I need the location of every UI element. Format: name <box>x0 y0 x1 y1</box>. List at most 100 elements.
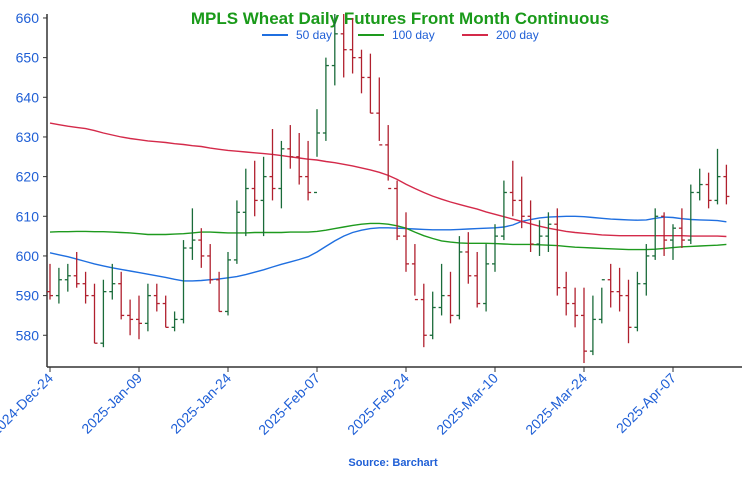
ohlc-bar <box>563 271 570 316</box>
ohlc-bar <box>714 148 721 205</box>
plot-area <box>46 14 742 368</box>
ohlc-bar <box>171 311 178 332</box>
y-tick-label: 600 <box>16 248 40 264</box>
ohlc-bar <box>474 251 481 308</box>
chart-source: Source: Barchart <box>348 457 438 469</box>
ohlc-bar <box>216 271 223 313</box>
ohlc-bar <box>242 168 249 237</box>
y-tick-label: 580 <box>16 327 40 343</box>
ohlc-bar <box>269 129 276 201</box>
x-tick-label: 2025-Jan-09 <box>78 370 145 437</box>
ohlc-bar <box>109 263 116 300</box>
chart-title: MPLS Wheat Daily Futures Front Month Con… <box>191 9 609 28</box>
y-tick-label: 650 <box>16 50 40 66</box>
ohlc-bar <box>678 208 685 249</box>
ohlc-bar <box>509 160 516 217</box>
ohlc-bar <box>367 53 374 114</box>
ohlc-bar <box>305 140 312 201</box>
ohlc-bar <box>581 287 587 364</box>
ohlc-bar <box>180 240 187 324</box>
y-tick-label: 640 <box>16 89 40 105</box>
ohlc-bar <box>331 14 338 86</box>
ohlc-bar <box>696 168 703 201</box>
ma-line-100-day <box>49 222 727 251</box>
ohlc-bar <box>403 212 409 272</box>
ma-line-50-day <box>49 215 727 282</box>
ohlc-bar <box>518 176 525 229</box>
ohlc-bar <box>394 180 401 241</box>
x-axis: 2024-Dec-24 2025-Jan-09 2025-Jan-24 2025-Fe… <box>0 367 679 438</box>
ohlc-bar <box>144 283 151 332</box>
ohlc-bar <box>670 224 676 260</box>
x-tick-label: 2025-Feb-07 <box>255 370 323 438</box>
ohlc-bar <box>260 156 267 237</box>
y-tick-label: 590 <box>16 288 40 304</box>
x-tick-label: 2025-Mar-10 <box>433 370 501 438</box>
ohlc-bar <box>153 283 160 312</box>
ohlc-bar <box>136 295 142 340</box>
ohlc-bar <box>225 251 231 316</box>
x-tick-label: 2024-Dec-24 <box>0 370 56 439</box>
ohlc-bar <box>456 236 463 320</box>
ohlc-bar <box>420 283 427 348</box>
ohlc-bar <box>251 160 258 217</box>
ohlc-bars <box>47 14 730 364</box>
ohlc-bar <box>527 200 534 252</box>
x-tick-label: 2025-Jan-24 <box>167 370 234 437</box>
ohlc-bar <box>47 263 53 300</box>
ohlc-bar <box>198 228 205 268</box>
ohlc-bar <box>634 271 641 332</box>
y-tick-label: 610 <box>16 208 40 224</box>
chart-legend: 50 day 100 day 200 day <box>262 28 539 42</box>
ohlc-bar <box>572 287 579 328</box>
ohlc-bar <box>483 244 490 312</box>
ohlc-bar <box>376 77 383 146</box>
y-tick-label: 660 <box>16 10 40 26</box>
ohlc-bar <box>296 132 303 185</box>
ohlc-bar <box>589 295 596 356</box>
ohlc-bar <box>278 140 285 209</box>
ohlc-bar <box>447 271 454 324</box>
ohlc-bar <box>438 263 445 316</box>
ohlc-bar <box>723 164 730 205</box>
y-tick-label: 620 <box>16 169 40 185</box>
ohlc-bar <box>64 263 71 292</box>
ohlc-bar <box>73 251 80 288</box>
ohlc-bar <box>616 267 623 312</box>
ohlc-bar <box>340 14 347 78</box>
ohlc-bar <box>127 299 134 336</box>
y-tick-label: 630 <box>16 129 40 145</box>
legend-label: 100 day <box>392 28 435 42</box>
ohlc-bar <box>189 208 196 260</box>
y-axis: 580 590 600 610 620 630 640 650 660 <box>16 10 47 343</box>
ohlc-bar <box>492 224 498 272</box>
ohlc-bar <box>500 180 507 241</box>
ohlc-bar <box>598 279 605 324</box>
ohlc-bar <box>82 271 89 304</box>
x-tick-label: 2025-Mar-24 <box>522 370 590 438</box>
ohlc-bar <box>554 208 561 296</box>
ohlc-bar <box>705 172 712 209</box>
ohlc-bar <box>625 279 632 344</box>
ohlc-bar <box>652 208 659 260</box>
x-tick-label: 2025-Feb-24 <box>344 370 412 438</box>
ohlc-bar <box>687 184 694 245</box>
ohlc-bar <box>100 279 107 348</box>
ohlc-bar <box>322 57 329 141</box>
ohlc-bar <box>358 49 365 94</box>
ohlc-bar <box>607 263 614 308</box>
ohlc-bar <box>91 283 98 344</box>
ohlc-bar <box>536 220 543 256</box>
ohlc-bar <box>233 200 240 264</box>
ohlc-bar <box>207 244 214 284</box>
ohlc-bar <box>314 109 320 194</box>
ohlc-bar <box>385 125 392 190</box>
legend-label: 200 day <box>496 28 539 42</box>
ohlc-bar <box>643 244 650 296</box>
ohlc-bar <box>661 212 668 256</box>
ohlc-bar <box>349 17 356 74</box>
ohlc-bar <box>429 291 436 340</box>
ohlc-bar <box>287 125 294 169</box>
ohlc-bar <box>465 232 472 284</box>
